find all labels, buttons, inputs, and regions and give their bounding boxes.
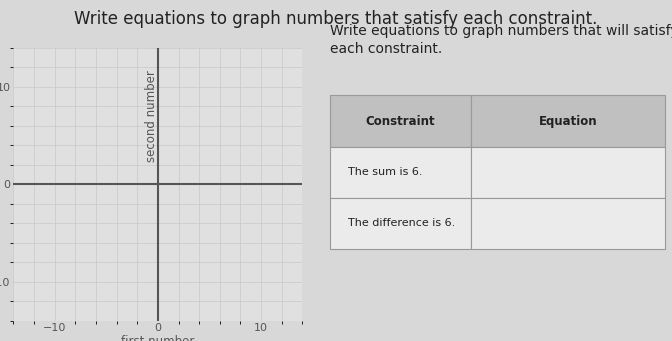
Bar — [330, 95, 470, 147]
Y-axis label: second number: second number — [145, 70, 158, 162]
Text: Write equations to graph numbers that will satisfy
each constraint.: Write equations to graph numbers that wi… — [330, 24, 672, 56]
Text: The difference is 6.: The difference is 6. — [348, 218, 455, 228]
Bar — [330, 198, 470, 249]
Bar — [470, 198, 665, 249]
Text: Write equations to graph numbers that satisfy each constraint.: Write equations to graph numbers that sa… — [75, 10, 597, 28]
Bar — [330, 147, 470, 198]
Text: Constraint: Constraint — [366, 115, 435, 128]
Bar — [470, 147, 665, 198]
Text: Equation: Equation — [538, 115, 597, 128]
Bar — [470, 95, 665, 147]
X-axis label: first number: first number — [121, 335, 195, 341]
Text: The sum is 6.: The sum is 6. — [348, 167, 423, 177]
